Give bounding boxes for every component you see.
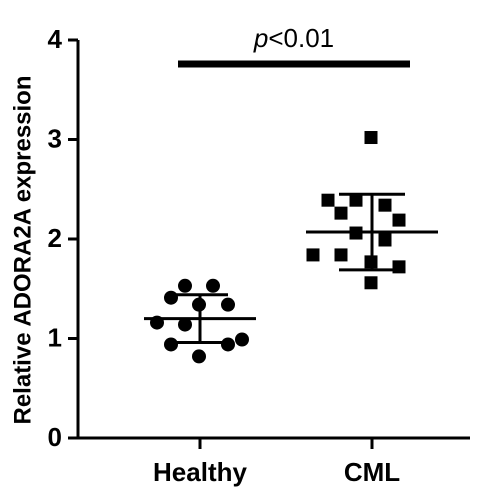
data-point <box>392 213 406 227</box>
y-tick-label: 2 <box>48 223 62 253</box>
x-tick-label: CML <box>344 457 400 487</box>
data-point <box>378 198 392 212</box>
data-point <box>192 349 206 364</box>
data-point <box>164 290 178 305</box>
y-tick-label: 4 <box>48 24 63 54</box>
data-point <box>349 193 363 207</box>
data-point <box>221 297 235 312</box>
y-tick-label: 1 <box>48 322 62 352</box>
data-point <box>334 206 348 220</box>
data-point <box>321 193 335 207</box>
data-point <box>378 233 392 247</box>
data-point <box>235 332 249 347</box>
data-point <box>164 337 178 352</box>
data-point <box>178 317 192 332</box>
data-point <box>364 276 378 290</box>
data-point <box>221 337 235 352</box>
data-point <box>364 131 378 145</box>
data-point <box>392 260 406 274</box>
y-tick-label: 3 <box>48 123 62 153</box>
data-point <box>306 248 320 262</box>
y-tick-label: 0 <box>48 422 62 452</box>
significance-label: p<0.01 <box>253 23 334 53</box>
y-axis-title: Relative ADORA2A expression <box>9 75 36 424</box>
data-point <box>178 278 192 293</box>
x-tick-label: Healthy <box>153 457 247 487</box>
data-point <box>334 248 348 262</box>
data-point <box>206 278 220 293</box>
